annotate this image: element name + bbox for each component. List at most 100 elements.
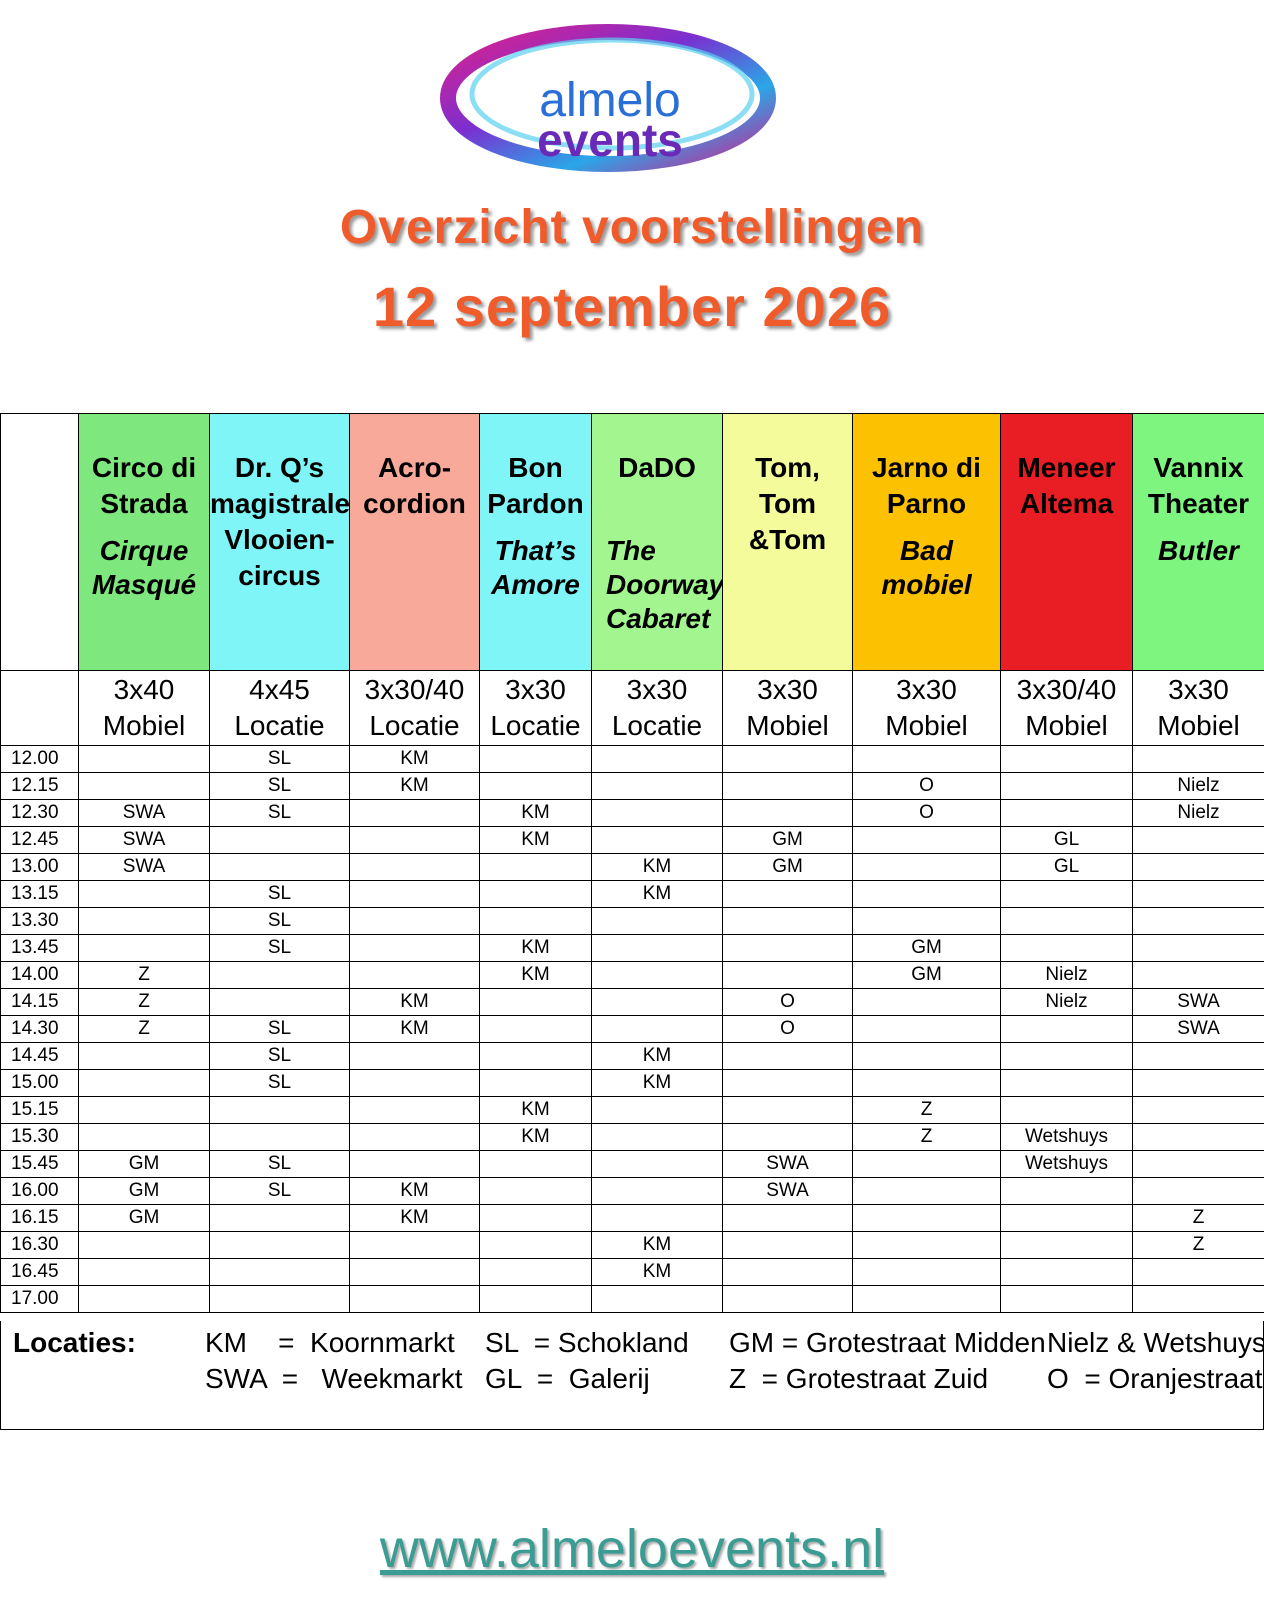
slot-cell xyxy=(349,907,480,935)
slot-cell xyxy=(591,1123,723,1151)
legend-label: Locaties: xyxy=(13,1327,136,1358)
legend-item: GM = Grotestraat Midden xyxy=(729,1327,1046,1358)
slot-cell xyxy=(1000,880,1133,908)
act-show-line: Bad xyxy=(900,535,953,566)
format-line: Locatie xyxy=(369,710,460,741)
logo-ring xyxy=(440,24,776,172)
time-cell: 12.45 xyxy=(0,826,79,854)
format-line: 4x45 xyxy=(249,674,310,705)
slot-cell: GM xyxy=(722,853,853,881)
act-name: Tom, Tom &Tom xyxy=(724,450,852,558)
time-cell: 15.15 xyxy=(0,1096,79,1124)
slot-cell xyxy=(78,1069,210,1097)
slot-cell xyxy=(349,1231,480,1259)
time-row: 16.45 KM xyxy=(0,1258,1264,1286)
slot-cell: Wetshuys xyxy=(1000,1123,1133,1151)
slot-cell xyxy=(1000,745,1133,773)
slot-cell: SL xyxy=(209,1177,350,1205)
slot-cell: KM xyxy=(349,988,480,1016)
slot-cell xyxy=(349,826,480,854)
time-row: 14.00 Z KM GM Nielz xyxy=(0,961,1264,989)
slot-cell xyxy=(852,853,1001,881)
slot-cell xyxy=(349,961,480,989)
format-line: Mobiel xyxy=(1025,710,1108,741)
website-link[interactable]: www.almeloevents.nl xyxy=(379,1519,885,1579)
act-show: Bad mobiel xyxy=(854,534,1000,602)
slot-cell xyxy=(722,880,853,908)
act-name-line: Bon xyxy=(508,452,563,483)
slot-cell: SL xyxy=(209,934,350,962)
slot-cell xyxy=(349,1150,480,1178)
time-row: 12.15 SL KM O Nielz xyxy=(0,772,1264,800)
slot-cell xyxy=(479,1042,592,1070)
slot-cell xyxy=(591,1285,723,1313)
slot-cell xyxy=(852,1231,1001,1259)
time-row: 15.00 SL KM xyxy=(0,1069,1264,1097)
act-name-line: Pardon xyxy=(487,488,584,519)
time-row: 12.45 SWA KM GM GL xyxy=(0,826,1264,854)
format-line: Mobiel xyxy=(885,710,968,741)
slot-cell: Z xyxy=(852,1123,1001,1151)
act-name-line: magistrale xyxy=(210,488,350,519)
time-cell: 14.30 xyxy=(0,1015,79,1043)
slot-cell xyxy=(1132,1150,1264,1178)
slot-cell: O xyxy=(722,988,853,1016)
format-line: 3x40 xyxy=(113,674,175,705)
slot-cell xyxy=(479,853,592,881)
act-show: That’s Amore xyxy=(481,534,591,602)
slot-cell xyxy=(591,799,723,827)
logo: almelo events xyxy=(440,24,776,172)
slot-cell xyxy=(479,745,592,773)
slot-cell xyxy=(479,907,592,935)
format-line: Locatie xyxy=(234,710,325,741)
format-line: 3x30 xyxy=(626,674,688,705)
slot-cell xyxy=(78,1096,210,1124)
slot-cell xyxy=(852,1285,1001,1313)
slot-cell xyxy=(209,1123,350,1151)
time-cell: 14.00 xyxy=(0,961,79,989)
slot-cell xyxy=(479,1204,592,1232)
act-name: Circo di Strada xyxy=(80,450,209,522)
time-row: 17.00 xyxy=(0,1285,1264,1313)
slot-cell xyxy=(722,934,853,962)
slot-cell xyxy=(1132,1177,1264,1205)
slot-cell xyxy=(722,907,853,935)
time-row: 14.15 Z KM O Nielz SWA xyxy=(0,988,1264,1016)
act-name: Jarno di Parno xyxy=(854,450,1000,522)
slot-cell: SL xyxy=(209,799,350,827)
slot-cell: GM xyxy=(722,826,853,854)
slot-cell: KM xyxy=(479,1096,592,1124)
time-cell: 13.30 xyxy=(0,907,79,935)
act-show-line: Cirque xyxy=(99,535,189,566)
time-cell: 13.15 xyxy=(0,880,79,908)
legend-item: Nielz & Wetshuys xyxy=(1047,1327,1264,1358)
slot-cell: KM xyxy=(591,1069,723,1097)
time-row: 14.45 SL KM xyxy=(0,1042,1264,1070)
slot-cell xyxy=(479,1231,592,1259)
act-format: 3x30 Mobiel xyxy=(1132,670,1264,746)
slot-cell xyxy=(209,961,350,989)
slot-cell: Z xyxy=(1132,1204,1264,1232)
time-cell: 12.00 xyxy=(0,745,79,773)
slot-cell: KM xyxy=(479,1123,592,1151)
act-name-line: &Tom xyxy=(748,524,827,555)
slot-cell: Z xyxy=(78,988,210,1016)
slot-cell xyxy=(78,1123,210,1151)
legend-item: O = Oranjestraat xyxy=(1047,1363,1263,1394)
slot-cell: SWA xyxy=(78,853,210,881)
slot-cell: KM xyxy=(349,1177,480,1205)
legend-item: Z = Grotestraat Zuid xyxy=(729,1363,989,1394)
corner-cell xyxy=(0,413,79,671)
time-row: 13.45 SL KM GM xyxy=(0,934,1264,962)
slot-cell: Z xyxy=(78,1015,210,1043)
act-format: 3x40 Mobiel xyxy=(78,670,210,746)
slot-cell: GL xyxy=(1000,826,1133,854)
format-line: 3x30 xyxy=(757,674,818,705)
act-header: Tom, Tom &Tom xyxy=(722,413,853,671)
slot-cell: KM xyxy=(591,1042,723,1070)
slot-cell xyxy=(479,1015,592,1043)
act-format: 3x30 Locatie xyxy=(479,670,592,746)
act-name: Vannix Theater xyxy=(1134,450,1264,522)
act-format: 3x30/40 Locatie xyxy=(349,670,480,746)
corner-cell xyxy=(0,670,79,746)
